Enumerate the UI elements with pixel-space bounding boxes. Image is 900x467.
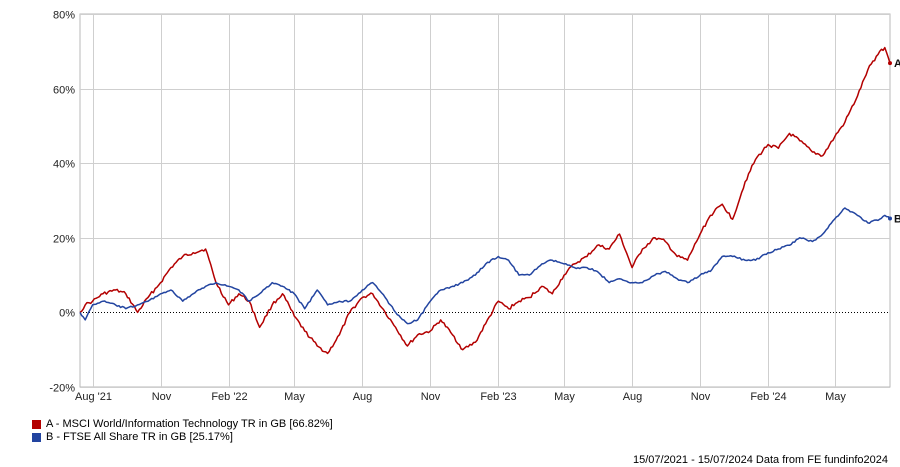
x-tick-label: Feb '24 xyxy=(750,391,786,403)
x-axis-ticks: Aug '21 Nov Feb '22 May Aug Nov Feb '23 May Aug N… xyxy=(75,391,846,403)
y-tick-label: 60% xyxy=(53,85,75,97)
legend-swatch-b xyxy=(32,433,41,442)
x-tick-label: Nov xyxy=(152,391,172,403)
x-tick-label: Aug xyxy=(623,391,643,403)
chart-grid xyxy=(79,13,891,388)
series-layer xyxy=(79,46,892,355)
series-end-point-a xyxy=(888,61,892,66)
y-tick-label: 80% xyxy=(53,10,75,22)
date-range-source: 15/07/2021 - 15/07/2024 Data from FE fun… xyxy=(632,454,888,466)
x-tick-label: Aug '21 xyxy=(75,391,112,403)
x-tick-label: Feb '23 xyxy=(480,391,516,403)
series-end-label-b: B xyxy=(894,214,900,226)
chart-legend: A - MSCI World/Information Technology TR… xyxy=(32,418,333,444)
y-tick-label: -20% xyxy=(49,383,75,395)
y-tick-label: 0% xyxy=(59,308,75,320)
legend-swatch-a xyxy=(32,420,41,429)
line-chart: -20%0%20%40%60%80% Aug '21 Nov Feb '22 May A… xyxy=(49,10,900,404)
legend-item-b: B - FTSE All Share TR in GB [25.17%] xyxy=(32,431,333,444)
x-tick-label: Nov xyxy=(421,391,441,403)
x-tick-label: Nov xyxy=(691,391,711,403)
series-end-point-b xyxy=(888,216,892,221)
series-line-a xyxy=(79,46,891,355)
series-end-label-a: A xyxy=(894,58,900,70)
x-tick-label: Aug xyxy=(353,391,373,403)
series-line-b xyxy=(79,207,891,325)
x-tick-label: Feb '22 xyxy=(211,391,247,403)
y-axis-ticks: -20% 0% 20% 40% 60% 80% xyxy=(49,10,75,395)
series-end-labels: AB xyxy=(894,58,900,225)
x-tick-label: May xyxy=(825,391,846,403)
legend-label-b: B - FTSE All Share TR in GB [25.17%] xyxy=(46,431,233,443)
x-tick-label: May xyxy=(284,391,305,403)
legend-item-a: A - MSCI World/Information Technology TR… xyxy=(32,418,333,431)
y-tick-label: 20% xyxy=(53,234,75,246)
x-tick-label: May xyxy=(554,391,575,403)
y-tick-label: 40% xyxy=(53,159,75,171)
legend-label-a: A - MSCI World/Information Technology TR… xyxy=(46,418,333,430)
